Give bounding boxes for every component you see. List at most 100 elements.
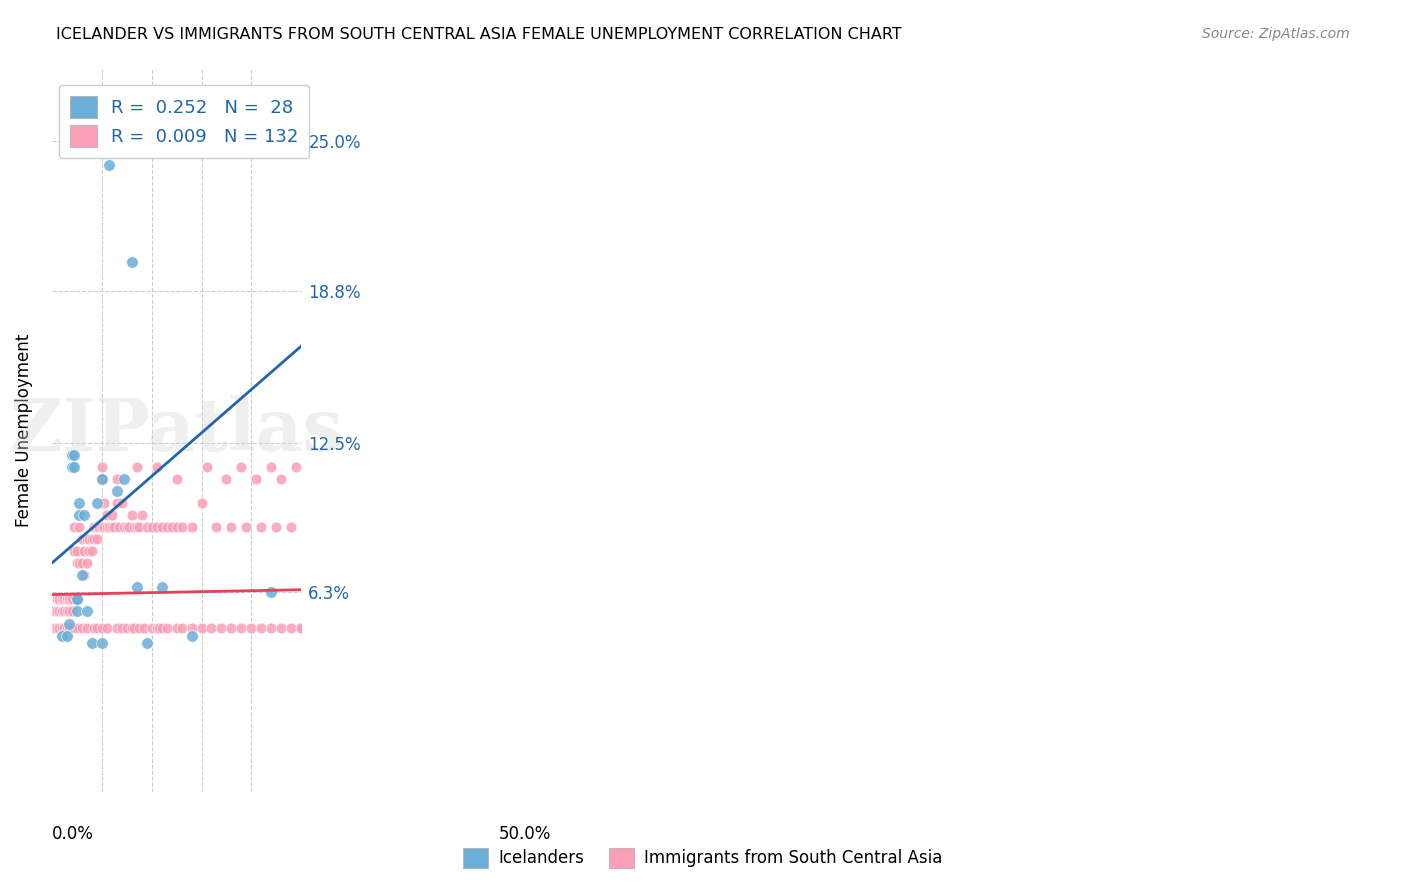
- Point: [83, 532, 105, 546]
- Point: [260, 585, 283, 599]
- Point: [290, 621, 312, 635]
- Point: [55, 592, 77, 607]
- Legend: Icelanders, Immigrants from South Central Asia: Icelanders, Immigrants from South Centra…: [457, 841, 949, 875]
- Point: [170, 520, 193, 534]
- Point: [121, 254, 143, 268]
- Point: [66, 592, 89, 607]
- Point: [96, 508, 118, 522]
- Point: [67, 520, 90, 534]
- Point: [155, 621, 177, 635]
- Point: [58, 621, 80, 635]
- Text: ICELANDER VS IMMIGRANTS FROM SOUTH CENTRAL ASIA FEMALE UNEMPLOYMENT CORRELATION : ICELANDER VS IMMIGRANTS FROM SOUTH CENTR…: [56, 27, 903, 42]
- Point: [195, 459, 218, 474]
- Point: [141, 621, 163, 635]
- Point: [112, 520, 135, 534]
- Point: [180, 520, 202, 534]
- Point: [190, 496, 212, 510]
- Point: [93, 496, 115, 510]
- Point: [58, 592, 80, 607]
- Point: [100, 520, 122, 534]
- Point: [63, 448, 86, 462]
- Point: [45, 592, 67, 607]
- Point: [93, 520, 115, 534]
- Point: [86, 520, 108, 534]
- Point: [76, 556, 98, 570]
- Point: [180, 621, 202, 635]
- Point: [60, 459, 83, 474]
- Point: [98, 158, 121, 172]
- Point: [112, 472, 135, 486]
- Point: [121, 621, 143, 635]
- Point: [66, 604, 89, 618]
- Point: [211, 621, 233, 635]
- Point: [73, 508, 96, 522]
- Point: [290, 621, 312, 635]
- Point: [180, 629, 202, 643]
- Point: [166, 520, 188, 534]
- Point: [60, 604, 83, 618]
- Point: [131, 508, 153, 522]
- Point: [105, 483, 128, 498]
- Point: [105, 496, 128, 510]
- Point: [83, 621, 105, 635]
- Point: [86, 532, 108, 546]
- Point: [103, 520, 125, 534]
- Point: [90, 636, 112, 650]
- Point: [250, 621, 273, 635]
- Point: [51, 621, 73, 635]
- Point: [60, 448, 83, 462]
- Point: [260, 621, 283, 635]
- Point: [111, 621, 134, 635]
- Point: [58, 604, 80, 618]
- Point: [145, 621, 167, 635]
- Point: [128, 621, 150, 635]
- Point: [90, 472, 112, 486]
- Text: 0.0%: 0.0%: [52, 825, 94, 843]
- Point: [66, 556, 89, 570]
- Point: [58, 616, 80, 631]
- Point: [231, 459, 253, 474]
- Point: [76, 532, 98, 546]
- Point: [70, 532, 93, 546]
- Point: [135, 636, 157, 650]
- Point: [155, 520, 177, 534]
- Point: [63, 459, 86, 474]
- Point: [60, 592, 83, 607]
- Text: ZIPatlas: ZIPatlas: [10, 395, 343, 466]
- Point: [125, 459, 148, 474]
- Point: [80, 544, 103, 558]
- Y-axis label: Female Unemployment: Female Unemployment: [15, 334, 32, 527]
- Point: [280, 520, 302, 534]
- Text: 50.0%: 50.0%: [499, 825, 551, 843]
- Point: [166, 621, 188, 635]
- Point: [221, 621, 243, 635]
- Point: [70, 556, 93, 570]
- Point: [55, 621, 77, 635]
- Point: [205, 520, 228, 534]
- Point: [125, 520, 148, 534]
- Point: [77, 532, 100, 546]
- Point: [86, 496, 108, 510]
- Point: [98, 520, 121, 534]
- Point: [200, 621, 222, 635]
- Point: [66, 621, 89, 635]
- Point: [86, 621, 108, 635]
- Point: [67, 556, 90, 570]
- Point: [90, 472, 112, 486]
- Point: [285, 459, 308, 474]
- Point: [266, 520, 288, 534]
- Point: [44, 621, 66, 635]
- Point: [53, 592, 76, 607]
- Point: [122, 621, 145, 635]
- Point: [67, 496, 90, 510]
- Point: [51, 592, 73, 607]
- Point: [231, 621, 253, 635]
- Point: [77, 544, 100, 558]
- Point: [80, 636, 103, 650]
- Legend: R =  0.252   N =  28, R =  0.009   N = 132: R = 0.252 N = 28, R = 0.009 N = 132: [59, 85, 309, 158]
- Point: [108, 520, 131, 534]
- Point: [132, 621, 155, 635]
- Point: [53, 621, 76, 635]
- Point: [118, 520, 141, 534]
- Point: [105, 621, 128, 635]
